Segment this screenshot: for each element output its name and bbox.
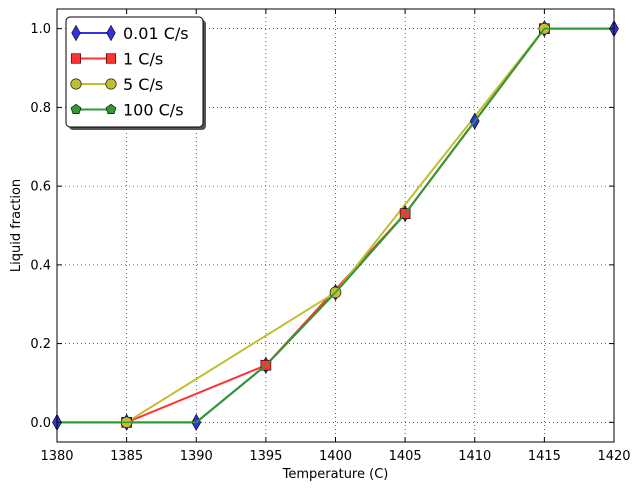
data-point [70,103,82,115]
x-tick-label: 1415 [528,449,561,464]
y-tick-label: 0.0 [30,416,51,431]
series-layer [52,20,619,431]
x-tick-label: 1390 [180,449,213,464]
x-tick-label: 1420 [597,449,630,464]
legend-entry: 100 C/s [70,101,184,120]
data-point [71,24,81,42]
x-tick-label: 1395 [249,449,282,464]
x-tick-label: 1385 [110,449,143,464]
data-point [105,53,117,64]
legend-label: 1 C/s [123,50,163,69]
x-axis-label: Temperature (C) [282,467,389,482]
legend-label: 5 C/s [123,75,163,94]
series-markers [52,20,619,431]
data-point [105,103,117,115]
x-tick-label: 1400 [319,449,352,464]
legend-label: 0.01 C/s [123,24,189,43]
axis-ticks: 1380 1385 1390 1395 1400 1405 1410 1415 1420 0.0 0… [30,9,631,464]
data-point [70,53,82,64]
legend: 0.01 C/s 1 C/s 5 C/s 100 C/s [65,16,206,130]
y-tick-label: 0.4 [30,258,51,273]
legend-box [65,16,204,128]
legend-entry: 1 C/s [70,50,163,69]
x-tick-label: 1410 [458,449,491,464]
legend-label: 100 C/s [123,101,184,120]
y-tick-label: 1.0 [30,22,51,37]
x-tick-label: 1380 [40,449,73,464]
x-tick-label: 1405 [389,449,422,464]
data-point [106,24,116,42]
legend-entry: 0.01 C/s [71,24,189,43]
series-line-overlay [57,27,614,424]
y-axis-label: Liquid fraction [9,179,24,272]
y-tick-label: 0.8 [30,101,51,116]
legend-entry: 5 C/s [70,75,163,94]
data-point [70,78,82,90]
y-tick-label: 0.2 [30,337,51,352]
data-point [105,78,117,90]
y-tick-label: 0.6 [30,180,51,195]
